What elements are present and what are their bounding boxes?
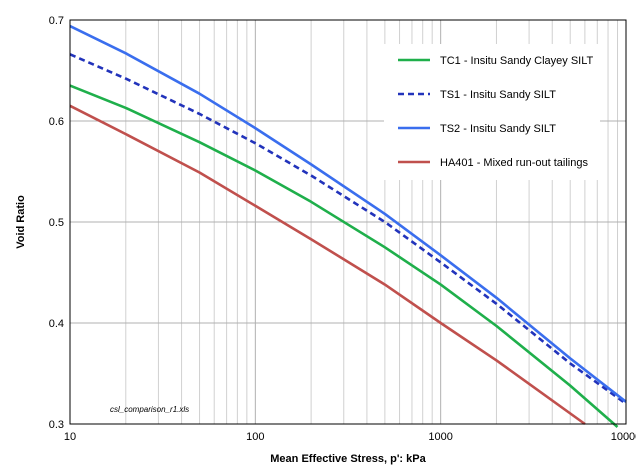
legend-box — [384, 44, 600, 180]
y-tick-label: 0.7 — [49, 15, 64, 27]
y-tick-label: 0.4 — [49, 318, 64, 330]
x-tick-label: 10 — [64, 431, 76, 443]
file-annotation: csl_comparison_r1.xls — [110, 405, 189, 414]
plot-frame — [69, 19, 627, 425]
y-axis-title: Void Ratio — [15, 195, 27, 249]
x-axis-title: Mean Effective Stress, p': kPa — [270, 453, 426, 465]
y-tick-label: 0.5 — [49, 217, 64, 229]
legend-label: TS2 - Insitu Sandy SILT — [440, 123, 556, 135]
y-tick-labels: 0.3 0.4 0.5 0.6 0.7 — [49, 15, 64, 431]
legend: TC1 - Insitu Sandy Clayey SILT TS1 - Insi… — [384, 44, 600, 180]
series-line — [69, 53, 627, 405]
series-line — [69, 84, 619, 428]
legend-label: TS1 - Insitu Sandy SILT — [440, 89, 556, 101]
y-tick-label: 0.6 — [49, 116, 64, 128]
x-tick-label: 100 — [246, 431, 264, 443]
legend-label: HA401 - Mixed run-out tailings — [440, 157, 588, 169]
legend-label: TC1 - Insitu Sandy Clayey SILT — [440, 55, 594, 67]
x-tick-label: 1000 — [428, 431, 452, 443]
series-lines — [69, 24, 627, 428]
y-tick-label: 0.3 — [49, 419, 64, 431]
series-line — [69, 24, 627, 403]
series-line — [69, 104, 586, 426]
